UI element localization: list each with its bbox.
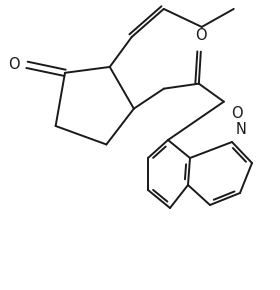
Text: N: N: [236, 122, 247, 137]
Text: O: O: [195, 28, 207, 43]
Text: O: O: [8, 57, 20, 72]
Text: O: O: [231, 106, 242, 121]
